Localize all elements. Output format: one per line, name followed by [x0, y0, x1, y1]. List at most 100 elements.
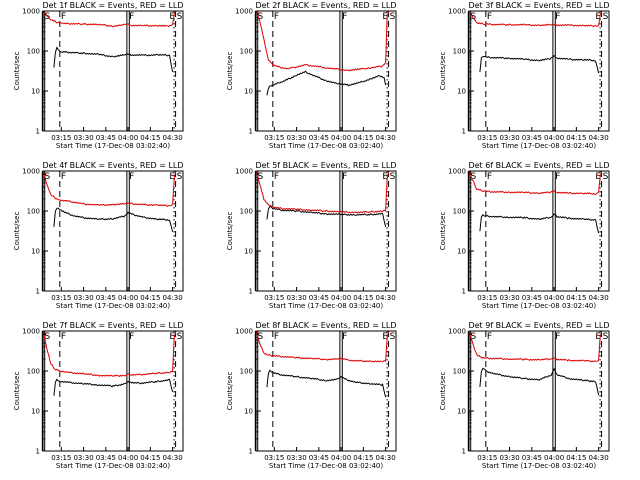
detector-chart-4: Det 4f BLACK = Events, RED = LLD 1 10 100 10…: [13, 161, 184, 310]
y-axis-label: Counts/sec: [226, 372, 234, 411]
plot-frame: [42, 170, 184, 292]
marker-label: F: [487, 172, 492, 182]
marker-label: S: [177, 172, 183, 182]
marker-label: F: [274, 332, 279, 342]
plot-frame: [42, 10, 184, 132]
y-tick-label: 10: [457, 248, 466, 256]
y-tick-label: 1000: [235, 168, 253, 176]
x-tick-label: 03:15: [264, 134, 284, 142]
detector-chart-1: Det 1f BLACK = Events, RED = LLD 1 10 100 10…: [13, 1, 184, 150]
x-tick-label: 04:30: [589, 134, 609, 142]
x-tick-label: 04:00: [118, 454, 138, 462]
lld-series-line: [469, 11, 603, 28]
marker-label: E: [595, 172, 601, 182]
marker-label: F: [129, 172, 134, 182]
marker-label: S: [470, 172, 476, 182]
detector-chart-3: Det 3f BLACK = Events, RED = LLD 1 10 100 10…: [439, 1, 610, 150]
x-tick-label: 04:15: [140, 454, 160, 462]
marker-label: F: [555, 172, 560, 182]
marker-label: S: [257, 332, 263, 342]
x-tick-label: 03:15: [477, 454, 497, 462]
marker-label: E: [382, 12, 388, 22]
y-axis-label: Counts/sec: [13, 52, 21, 91]
lld-series-line: [43, 171, 177, 208]
marker-label: E: [169, 172, 175, 182]
marker-label: S: [44, 332, 50, 342]
marker-label: S: [470, 12, 476, 22]
marker-label: F: [487, 12, 492, 22]
y-axis-label: Counts/sec: [13, 372, 21, 411]
plot-frame: [468, 170, 610, 292]
x-tick-label: 03:15: [51, 454, 71, 462]
x-axis-label: Start Time (17-Dec-08 03:02:40): [56, 302, 170, 310]
y-tick-label: 1: [249, 448, 253, 456]
x-tick-label: 03:15: [51, 294, 71, 302]
chart-title: Det 5f BLACK = Events, RED = LLD: [255, 161, 396, 170]
chart-title: Det 3f BLACK = Events, RED = LLD: [468, 1, 609, 10]
y-tick-label: 100: [240, 48, 253, 56]
plot-frame: [468, 330, 610, 452]
x-tick-label: 03:30: [286, 134, 306, 142]
chart-title: Det 1f BLACK = Events, RED = LLD: [42, 1, 183, 10]
marker-label: F: [61, 332, 66, 342]
x-tick-label: 04:15: [566, 454, 586, 462]
chart-title: Det 6f BLACK = Events, RED = LLD: [468, 161, 609, 170]
y-tick-label: 100: [453, 48, 466, 56]
y-tick-label: 10: [31, 248, 40, 256]
x-tick-label: 03:45: [309, 454, 329, 462]
y-axis-label: Counts/sec: [226, 212, 234, 251]
y-tick-label: 10: [457, 88, 466, 96]
marker-label: S: [603, 12, 609, 22]
chart-title: Det 8f BLACK = Events, RED = LLD: [255, 321, 396, 330]
y-tick-label: 100: [240, 208, 253, 216]
x-tick-label: 04:30: [589, 294, 609, 302]
x-tick-label: 03:45: [309, 294, 329, 302]
chart-title: Det 2f BLACK = Events, RED = LLD: [255, 1, 396, 10]
x-tick-label: 04:00: [544, 454, 564, 462]
marker-label: E: [169, 332, 175, 342]
events-series-line: [53, 378, 174, 396]
y-axis-label: Counts/sec: [439, 372, 447, 411]
x-tick-label: 04:30: [163, 294, 183, 302]
y-axis-label: Counts/sec: [439, 52, 447, 91]
y-axis-label: Counts/sec: [226, 52, 234, 91]
x-tick-label: 04:00: [331, 134, 351, 142]
y-tick-label: 10: [31, 88, 40, 96]
detector-chart-8: Det 8f BLACK = Events, RED = LLD 1 10 100 10…: [226, 321, 397, 470]
detector-chart-5: Det 5f BLACK = Events, RED = LLD 1 10 100 10…: [226, 161, 397, 310]
y-tick-label: 100: [453, 368, 466, 376]
x-tick-label: 04:00: [544, 134, 564, 142]
marker-label: F: [487, 332, 492, 342]
x-tick-label: 03:30: [73, 454, 93, 462]
events-series-line: [479, 54, 600, 74]
detector-chart-6: Det 6f BLACK = Events, RED = LLD 1 10 100 10…: [439, 161, 610, 310]
y-tick-label: 1: [249, 288, 253, 296]
y-tick-label: 100: [240, 368, 253, 376]
lld-series-line: [469, 171, 603, 196]
x-axis-label: Start Time (17-Dec-08 03:02:40): [269, 302, 383, 310]
x-axis-label: Start Time (17-Dec-08 03:02:40): [482, 462, 596, 470]
y-tick-label: 1000: [448, 328, 466, 336]
y-tick-label: 1: [36, 448, 40, 456]
y-tick-label: 1000: [448, 8, 466, 16]
x-tick-label: 03:45: [522, 454, 542, 462]
x-tick-label: 04:15: [140, 294, 160, 302]
x-tick-label: 03:30: [73, 294, 93, 302]
marker-label: S: [44, 172, 50, 182]
x-tick-label: 03:15: [477, 294, 497, 302]
y-axis-label: Counts/sec: [439, 212, 447, 251]
x-tick-label: 04:30: [589, 454, 609, 462]
x-tick-label: 03:45: [522, 294, 542, 302]
marker-label: S: [470, 332, 476, 342]
y-axis-label: Counts/sec: [13, 212, 21, 251]
y-tick-label: 1: [462, 288, 466, 296]
marker-label: S: [177, 332, 183, 342]
marker-label: F: [342, 12, 347, 22]
x-tick-label: 03:15: [264, 454, 284, 462]
x-tick-label: 03:30: [499, 454, 519, 462]
events-series-line: [53, 207, 174, 233]
marker-label: S: [390, 12, 396, 22]
marker-label: F: [342, 332, 347, 342]
marker-label: S: [177, 12, 183, 22]
